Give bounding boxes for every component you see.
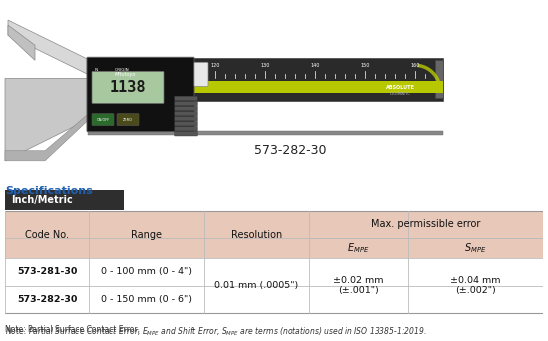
FancyBboxPatch shape (175, 131, 197, 136)
Text: ±0.04 mm
(±.002"): ±0.04 mm (±.002") (450, 276, 501, 295)
Text: 110: 110 (161, 63, 170, 68)
FancyBboxPatch shape (175, 96, 197, 101)
Text: Specifications: Specifications (5, 186, 93, 196)
Text: IN: IN (95, 68, 99, 72)
Text: 0 - 100 mm (0 - 4"): 0 - 100 mm (0 - 4") (101, 267, 192, 276)
Text: DIGIMATIC: DIGIMATIC (390, 92, 410, 97)
Bar (5, 211, 543, 258)
Polygon shape (8, 20, 90, 75)
FancyBboxPatch shape (194, 62, 208, 86)
Text: Mitutoyo: Mitutoyo (115, 72, 136, 77)
FancyBboxPatch shape (87, 57, 194, 132)
Text: ZERO: ZERO (123, 118, 133, 122)
Bar (88, 131, 443, 135)
Text: ON/OFF: ON/OFF (96, 118, 110, 122)
Bar (5, 190, 124, 210)
FancyBboxPatch shape (175, 106, 197, 111)
Text: 100: 100 (110, 63, 119, 68)
Text: Max. permissible error: Max. permissible error (371, 219, 481, 229)
FancyBboxPatch shape (92, 114, 114, 125)
FancyBboxPatch shape (175, 121, 197, 126)
Text: ±0.02 mm
(±.001"): ±0.02 mm (±.001") (333, 276, 384, 295)
Text: 0 - 150 mm (0 - 6"): 0 - 150 mm (0 - 6") (101, 295, 192, 304)
Text: $S_{MPE}$: $S_{MPE}$ (464, 241, 487, 255)
FancyBboxPatch shape (117, 114, 139, 125)
Text: 1138: 1138 (110, 80, 146, 95)
FancyBboxPatch shape (175, 101, 197, 106)
FancyBboxPatch shape (175, 116, 197, 121)
FancyBboxPatch shape (175, 126, 197, 131)
Text: Note: Partial Surface Contact Error, $E_{MPE}$ and Shift Error, $S_{MPE}$ are te: Note: Partial Surface Contact Error, $E_… (5, 325, 427, 338)
Text: 130: 130 (260, 63, 270, 68)
Text: Inch/Metric: Inch/Metric (11, 195, 72, 205)
Text: 120: 120 (210, 63, 220, 68)
FancyBboxPatch shape (92, 71, 164, 104)
Text: 573-282-30: 573-282-30 (254, 144, 326, 157)
FancyBboxPatch shape (175, 111, 197, 116)
Text: 160: 160 (410, 63, 420, 68)
Text: ORIGIN: ORIGIN (115, 68, 130, 72)
Bar (88, 81, 443, 93)
Bar (88, 58, 443, 101)
Text: 140: 140 (310, 63, 319, 68)
Text: Resolution: Resolution (231, 229, 282, 240)
Text: ABSOLUTE: ABSOLUTE (386, 85, 414, 90)
Polygon shape (5, 113, 90, 161)
Bar (5, 258, 543, 313)
Text: 0.01 mm (.0005"): 0.01 mm (.0005") (214, 281, 299, 290)
Text: $E_{MPE}$: $E_{MPE}$ (347, 241, 370, 255)
Text: Range: Range (131, 229, 162, 240)
Polygon shape (5, 78, 90, 161)
Text: 573-281-30: 573-281-30 (17, 267, 77, 276)
Polygon shape (8, 25, 35, 60)
Text: Code No.: Code No. (25, 229, 69, 240)
Text: 573-282-30: 573-282-30 (17, 295, 77, 304)
Bar (435, 60, 443, 99)
Text: 150: 150 (361, 63, 370, 68)
Text: Note: Partial Surface Contact Error,: Note: Partial Surface Contact Error, (5, 325, 143, 334)
